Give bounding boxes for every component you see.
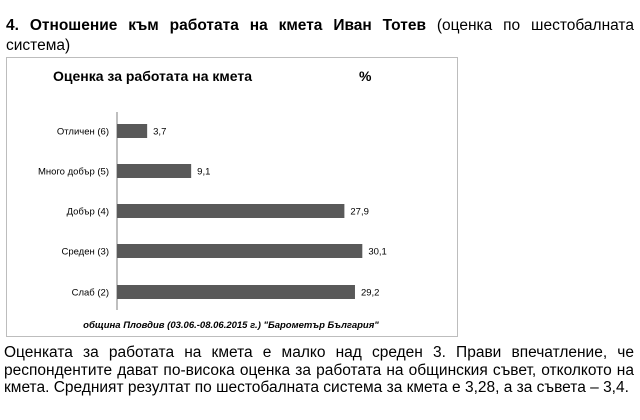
bar-chart: Оценка за работата на кмета % Отличен (6… <box>38 68 387 331</box>
data-label: 27,9 <box>350 207 369 218</box>
bar <box>117 244 363 258</box>
section-heading: 4. Отношение към работата на кмета Иван … <box>6 16 634 56</box>
data-label: 3,7 <box>153 127 166 138</box>
category-label: Отличен (6) <box>57 127 109 138</box>
bar <box>117 285 355 299</box>
heading-number: 4. <box>6 17 19 34</box>
bar <box>117 124 148 138</box>
heading-subtitle: (оценка по шестобалната система) <box>6 17 634 54</box>
bars-group: Отличен (6) 3,7 Много добър (5) 9,1 Добър (4… <box>38 124 387 299</box>
category-label: Добър (4) <box>67 207 109 218</box>
category-label: Много добър (5) <box>38 167 109 178</box>
analysis-paragraph: Оценката за работата на кмета е малко на… <box>4 344 634 397</box>
chart-container: Оценка за работата на кмета % Отличен (6… <box>6 57 458 337</box>
data-label: 29,2 <box>361 288 380 299</box>
chart-source: община Пловдив (03.06.-08.06.2015 г.) "Б… <box>83 320 379 331</box>
heading-title: Отношение към работата на кмета Иван Тот… <box>29 17 426 34</box>
category-label: Слаб (2) <box>72 288 109 299</box>
chart-unit-label: % <box>359 68 372 84</box>
data-label: 9,1 <box>197 167 210 178</box>
data-label: 30,1 <box>368 247 387 258</box>
bar <box>117 164 192 178</box>
chart-title: Оценка за работата на кмета <box>53 68 252 84</box>
category-label: Среден (3) <box>61 247 109 258</box>
bar <box>117 204 345 218</box>
